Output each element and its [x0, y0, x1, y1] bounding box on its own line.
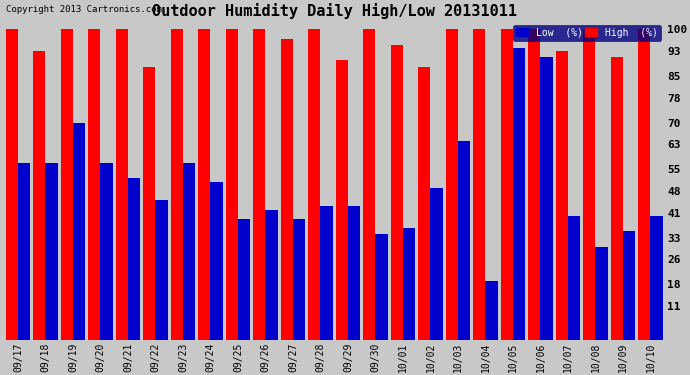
Bar: [623, 231, 635, 340]
Bar: [88, 29, 101, 340]
Bar: [266, 210, 278, 340]
Bar: [101, 163, 112, 340]
Bar: [293, 219, 305, 340]
Bar: [115, 29, 128, 340]
Bar: [170, 29, 183, 340]
Bar: [308, 29, 320, 340]
Bar: [128, 178, 140, 340]
Bar: [281, 39, 293, 340]
Bar: [513, 48, 525, 340]
Bar: [638, 29, 651, 340]
Bar: [320, 206, 333, 340]
Bar: [583, 29, 595, 340]
Bar: [473, 29, 486, 340]
Bar: [155, 200, 168, 340]
Title: Outdoor Humidity Daily High/Low 20131011: Outdoor Humidity Daily High/Low 20131011: [152, 3, 517, 19]
Bar: [611, 57, 623, 340]
Bar: [363, 29, 375, 340]
Bar: [431, 188, 443, 340]
Bar: [335, 60, 348, 340]
Text: Copyright 2013 Cartronics.com: Copyright 2013 Cartronics.com: [6, 4, 162, 13]
Bar: [403, 228, 415, 340]
Bar: [253, 29, 266, 340]
Bar: [555, 51, 568, 340]
Bar: [348, 206, 360, 340]
Bar: [568, 216, 580, 340]
Bar: [418, 67, 431, 340]
Bar: [528, 29, 540, 340]
Bar: [18, 163, 30, 340]
Bar: [540, 57, 553, 340]
Bar: [210, 182, 223, 340]
Bar: [446, 29, 458, 340]
Bar: [61, 29, 73, 340]
Bar: [595, 247, 608, 340]
Bar: [46, 163, 58, 340]
Bar: [375, 234, 388, 340]
Bar: [183, 163, 195, 340]
Bar: [226, 29, 238, 340]
Bar: [143, 67, 155, 340]
Bar: [198, 29, 210, 340]
Bar: [6, 29, 18, 340]
Bar: [73, 123, 86, 340]
Bar: [500, 29, 513, 340]
Bar: [391, 45, 403, 340]
Bar: [458, 141, 471, 340]
Bar: [651, 216, 663, 340]
Bar: [33, 51, 46, 340]
Legend: Low  (%), High  (%): Low (%), High (%): [513, 25, 661, 40]
Bar: [238, 219, 250, 340]
Bar: [486, 281, 497, 340]
